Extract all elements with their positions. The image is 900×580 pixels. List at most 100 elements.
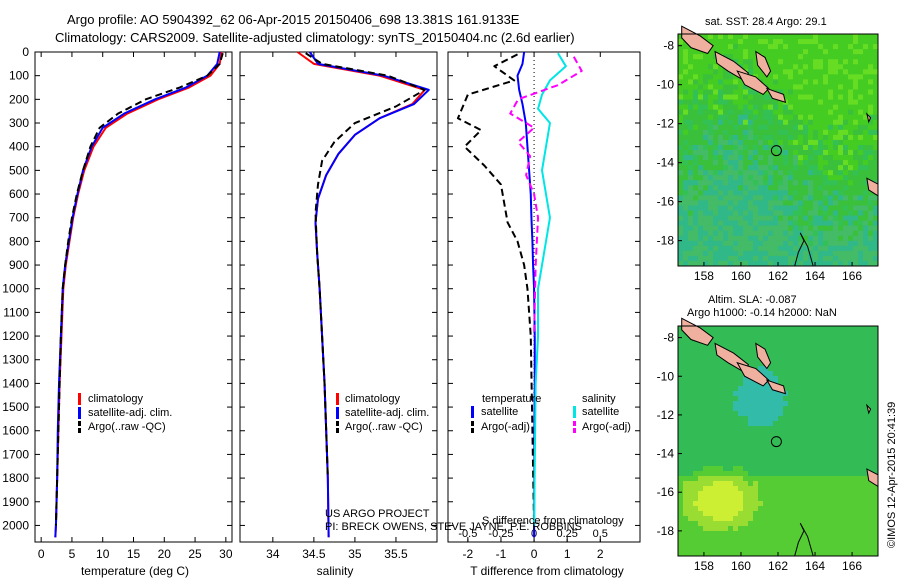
map-cell — [698, 411, 704, 417]
map-cell — [748, 541, 754, 547]
map-cell — [843, 64, 849, 70]
map-cell — [858, 64, 864, 70]
map-cell — [758, 336, 764, 342]
map-cell — [793, 541, 799, 547]
map-cell — [688, 210, 694, 217]
map-cell — [733, 436, 739, 442]
map-cell — [853, 165, 859, 171]
map-cell — [808, 205, 814, 212]
map-cell — [828, 144, 834, 151]
map-cell — [808, 84, 814, 90]
map-cell — [873, 134, 879, 141]
map-cell — [843, 411, 849, 417]
map-cell — [693, 376, 699, 382]
map-cell — [718, 361, 724, 367]
map-cell — [728, 210, 734, 217]
map-cell — [733, 160, 739, 166]
legend-swatch-s-argo — [573, 428, 576, 433]
map-cell — [748, 501, 754, 507]
map-cell — [783, 551, 789, 557]
map-cell — [783, 175, 789, 181]
map-cell — [788, 230, 794, 237]
map-cell — [863, 89, 869, 96]
map-cell — [828, 49, 834, 55]
map-cell — [768, 79, 774, 85]
map-cell — [678, 496, 684, 502]
map-cell — [823, 511, 829, 517]
map-cell — [698, 220, 704, 227]
map-cell — [698, 456, 704, 462]
map-cell — [788, 150, 794, 156]
map-cell — [688, 230, 694, 237]
map-cell — [683, 195, 689, 201]
map-cell — [808, 336, 814, 342]
map-cell — [728, 165, 734, 171]
map-cell — [848, 175, 854, 181]
map-cell — [718, 245, 724, 252]
map-cell — [703, 84, 709, 90]
map-cell — [758, 175, 764, 181]
map-cell — [773, 44, 779, 50]
map-cell — [713, 396, 719, 402]
map-cell — [813, 471, 819, 477]
map-cell — [723, 165, 729, 171]
map-cell — [723, 49, 729, 55]
map-cell — [743, 84, 749, 90]
map-cell — [708, 129, 714, 136]
x-tick-label: 0 — [531, 547, 538, 561]
map-cell — [833, 491, 839, 497]
map-cell — [843, 34, 849, 40]
map-cell — [718, 466, 724, 472]
s-tick-label: -0.25 — [488, 528, 513, 540]
map-cell — [718, 165, 724, 171]
map-cell — [758, 431, 764, 437]
map-cell — [848, 150, 854, 156]
map-cell — [868, 64, 874, 70]
map-cell — [833, 134, 839, 141]
map-cell — [853, 155, 859, 161]
map-cell — [863, 200, 869, 206]
map-cell — [773, 341, 779, 347]
map-cell — [773, 371, 779, 377]
map-cell — [833, 39, 839, 45]
map-cell — [773, 361, 779, 367]
map-cell — [778, 230, 784, 237]
map-cell — [778, 456, 784, 462]
map-cell — [703, 155, 709, 161]
island — [736, 361, 770, 387]
map-cell — [678, 526, 684, 532]
map-cell — [733, 386, 739, 392]
map-cell — [733, 521, 739, 527]
map-cell — [763, 536, 769, 542]
map-cell — [823, 386, 829, 392]
map-cell — [718, 356, 724, 362]
map-cell — [833, 346, 839, 352]
map-cell — [858, 386, 864, 392]
depth-contour — [794, 232, 814, 267]
map-cell — [683, 165, 689, 171]
map-cell — [848, 134, 854, 141]
map-cell — [763, 466, 769, 472]
map-cell — [788, 516, 794, 522]
map-cell — [868, 541, 874, 547]
map-cell — [793, 456, 799, 462]
map-cell — [813, 109, 819, 116]
map-cell — [718, 366, 724, 372]
island — [681, 317, 714, 346]
map-cell — [848, 331, 854, 337]
map-cell — [808, 456, 814, 462]
map-cell — [728, 456, 734, 462]
map-cell — [693, 471, 699, 477]
map-cell — [693, 54, 699, 60]
map-cell — [863, 496, 869, 502]
map-cell — [778, 526, 784, 532]
map-cell — [788, 426, 794, 432]
map-cell — [743, 235, 749, 242]
map-cell — [813, 456, 819, 462]
map-cell — [723, 84, 729, 90]
map-cell — [688, 471, 694, 477]
map-cell — [733, 511, 739, 517]
map-cell — [818, 160, 824, 166]
map-cell — [793, 104, 799, 111]
map-cell — [698, 119, 704, 126]
